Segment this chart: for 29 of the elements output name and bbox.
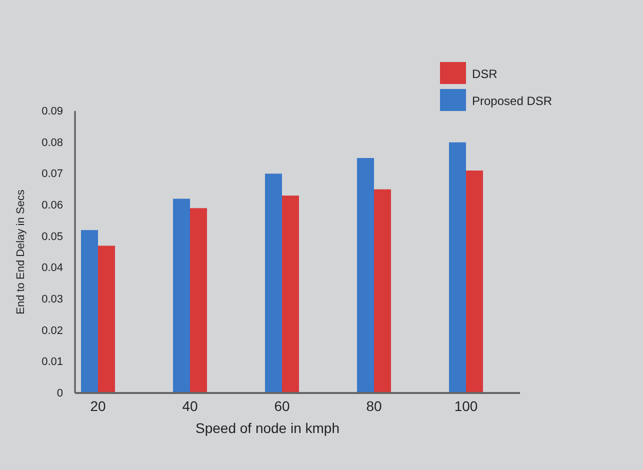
y-tick-label: 0.02: [42, 324, 63, 337]
y-tick-label: 0.07: [42, 168, 63, 180]
x-tick-label: 100: [454, 398, 478, 414]
y-tick-label: 0: [56, 388, 63, 400]
x-tick-label: 40: [182, 398, 198, 414]
bar: [98, 246, 115, 393]
bar: [265, 174, 282, 393]
y-tick-label: 0.06: [42, 200, 63, 212]
x-tick-label: 60: [274, 398, 290, 414]
bar: [173, 198, 190, 393]
bar: [81, 230, 98, 393]
bar: [282, 196, 299, 393]
bar: [190, 208, 207, 393]
bar: [466, 170, 483, 393]
y-axis-title: End to End Delay in Secs: [15, 189, 27, 314]
y-tick-label: 0.08: [42, 136, 63, 149]
bar: [357, 158, 374, 393]
legend-label: Proposed DSR: [472, 94, 552, 108]
y-tick-label: 0.05: [42, 230, 63, 243]
y-tick-label: 0.01: [42, 356, 63, 368]
x-tick-label: 80: [366, 398, 382, 414]
bar: [374, 189, 391, 393]
x-tick-label: 20: [90, 398, 106, 414]
y-tick-label: 0.09: [42, 106, 63, 118]
x-axis-title: Speed of node in kmph: [196, 420, 340, 436]
y-tick-label: 0.04: [42, 262, 63, 274]
legend-label: DSR: [472, 67, 498, 81]
bar: [449, 142, 466, 393]
y-tick-label: 0.03: [42, 294, 63, 306]
